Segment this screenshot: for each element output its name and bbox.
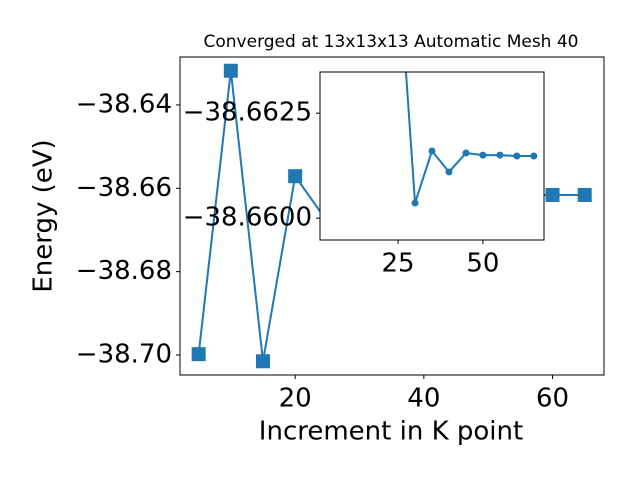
x-tick-label: 40 [407, 384, 440, 414]
axes-frame [179, 56, 605, 376]
marker [428, 147, 436, 155]
y-tick-label: −38.64 [76, 89, 172, 119]
marker [191, 347, 206, 362]
plot-area [404, 72, 538, 207]
marker [577, 187, 592, 202]
marker [513, 152, 521, 160]
y-tick-label: −38.70 [76, 339, 172, 369]
marker [479, 151, 487, 159]
marker [545, 187, 560, 202]
y-tick-label: −38.6600 [183, 203, 312, 233]
x-tick-label: 60 [536, 384, 569, 414]
x-tick-label: 50 [466, 249, 499, 279]
marker [288, 169, 303, 184]
chart-title: Converged at 13x13x13 Automatic Mesh 40 [204, 32, 579, 52]
axes-frame [319, 71, 545, 241]
marker [223, 63, 238, 78]
marker [445, 168, 453, 176]
y-tick-label: −38.66 [76, 173, 172, 203]
marker [496, 151, 504, 159]
marker [530, 152, 538, 160]
marker [255, 354, 270, 369]
marker [462, 149, 470, 157]
y-tick-label: −38.68 [76, 256, 172, 286]
y-tick-label: −38.6625 [183, 98, 312, 128]
x-tick-label: 25 [382, 249, 415, 279]
x-axis-label: Increment in K point [259, 417, 523, 447]
x-tick-label: 20 [279, 384, 312, 414]
marker [411, 199, 419, 207]
y-axis-label: Energy (eV) [29, 139, 59, 292]
